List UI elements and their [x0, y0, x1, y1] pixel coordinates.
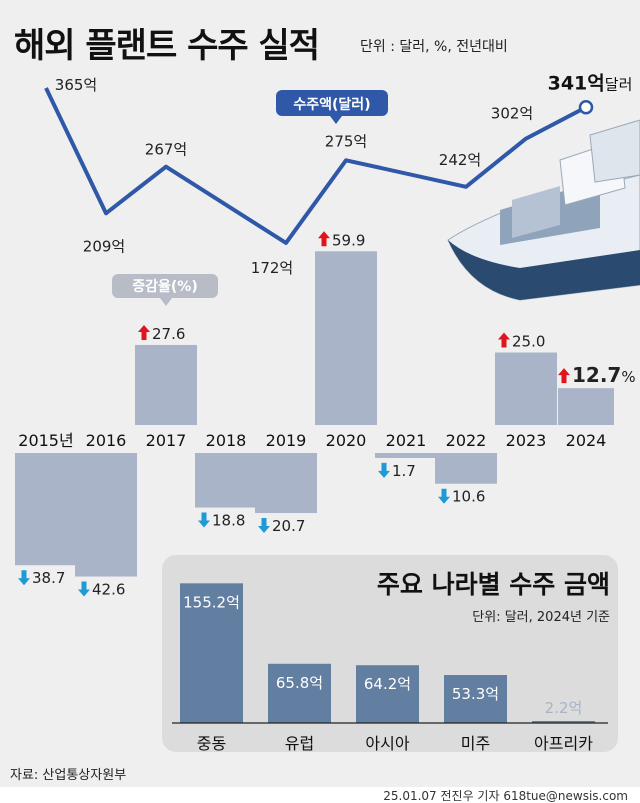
- up-arrow-icon: [498, 332, 510, 348]
- growth-bar: [75, 453, 137, 577]
- year-label: 2021: [386, 431, 427, 450]
- source-note: 자료: 산업통상자원부: [10, 768, 127, 783]
- growth-label: 42.6: [92, 581, 125, 599]
- growth-bar: [315, 251, 377, 425]
- tag-pointer: [160, 298, 172, 306]
- year-label: 2023: [506, 431, 547, 450]
- region-bar: [356, 665, 419, 723]
- region-value-label: 155.2억: [183, 593, 240, 611]
- amount-label: 209억: [83, 237, 125, 255]
- region-category-label: 미주: [461, 734, 490, 753]
- region-category-label: 중동: [197, 734, 226, 753]
- growth-label: 27.6: [152, 325, 185, 343]
- growth-bar: [195, 453, 257, 508]
- region-value-label: 65.8억: [276, 674, 323, 692]
- amount-label: 275억: [325, 132, 367, 150]
- growth-bar: [435, 453, 497, 484]
- year-label: 2018: [206, 431, 247, 450]
- growth-unit: %: [621, 368, 635, 386]
- growth-label: 59.9: [332, 231, 365, 249]
- year-label: 2017: [146, 431, 187, 450]
- growth-label: 10.6: [452, 488, 485, 506]
- amount-series-tag: [276, 90, 388, 116]
- down-arrow-icon: [378, 462, 390, 478]
- growth-bar: [375, 453, 437, 458]
- year-label: 2020: [326, 431, 367, 450]
- amount-label: 365억: [55, 76, 97, 94]
- amount-endpoint: [578, 100, 594, 115]
- amount-label: 302억: [491, 105, 533, 123]
- growth-label: 18.8: [212, 512, 245, 530]
- up-arrow-icon: [558, 368, 570, 384]
- amount-line: [44, 87, 587, 245]
- down-arrow-icon: [18, 570, 30, 586]
- region-chart-title: 주요 나라별 수주 금액: [376, 570, 610, 599]
- year-label: 2024: [566, 431, 607, 450]
- page-title: 해외 플랜트 수주 실적: [14, 26, 320, 66]
- growth-series-tag: [112, 274, 218, 298]
- region-value-label: 2.2억: [545, 699, 583, 717]
- amount-label: 172억: [251, 259, 293, 277]
- region-category-label: 아프리카: [534, 734, 593, 753]
- unit-note: 단위 : 달러, %, 전년대비: [360, 39, 508, 55]
- region-value-label: 64.2억: [364, 675, 411, 693]
- down-arrow-icon: [78, 581, 90, 597]
- down-arrow-icon: [258, 518, 270, 534]
- region-category-label: 아시아: [365, 734, 409, 753]
- region-bar: [444, 675, 507, 723]
- amount-label: 267억: [145, 141, 187, 159]
- region-value-label: 53.3억: [452, 685, 499, 703]
- growth-bar: [135, 344, 197, 425]
- year-label: 2016: [86, 431, 127, 450]
- amount-label: 242억: [439, 151, 481, 169]
- growth-series-label: 증감율(%): [132, 278, 197, 295]
- growth-label: 12.7%: [572, 363, 636, 387]
- credit-line: 25.01.07 전진우 기자 618tue@newsis.com: [383, 789, 628, 803]
- amount-label-latest: 341억달러: [548, 72, 633, 94]
- growth-bar: [495, 352, 557, 425]
- amount-series-label: 수주액(달러): [293, 96, 370, 113]
- growth-label: 25.0: [512, 333, 545, 351]
- region-bar: [268, 663, 331, 723]
- amount-unit: 달러: [605, 75, 633, 93]
- tag-pointer: [330, 116, 342, 124]
- growth-bar: [558, 388, 614, 425]
- growth-label: 20.7: [272, 517, 305, 535]
- ship-illustration: [447, 119, 640, 301]
- growth-label: 38.7: [32, 569, 65, 587]
- region-chart-unit: 단위: 달러, 2024년 기준: [472, 610, 610, 625]
- up-arrow-icon: [318, 231, 330, 247]
- growth-bar: [15, 453, 77, 566]
- region-bar: [180, 583, 243, 723]
- year-label: 2022: [446, 431, 487, 450]
- region-category-label: 유럽: [285, 734, 314, 753]
- year-label: 2015년: [18, 431, 73, 450]
- year-label: 2019: [266, 431, 307, 450]
- up-arrow-icon: [138, 324, 150, 340]
- growth-label: 1.7: [392, 462, 416, 480]
- growth-bar: [255, 453, 317, 514]
- region-bar: [532, 721, 595, 723]
- down-arrow-icon: [198, 512, 210, 528]
- footer-bar: [0, 787, 640, 803]
- down-arrow-icon: [438, 488, 450, 504]
